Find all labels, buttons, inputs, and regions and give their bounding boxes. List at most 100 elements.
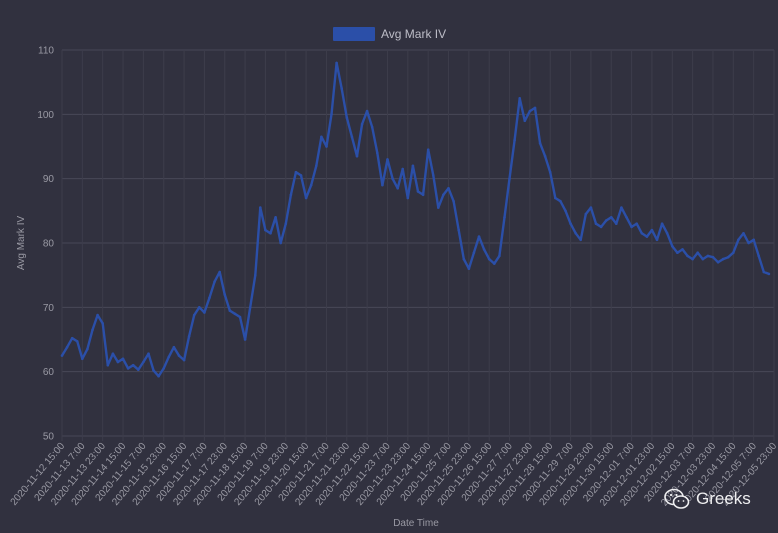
data-point[interactable] — [269, 232, 272, 235]
data-point[interactable] — [594, 222, 598, 225]
data-point[interactable] — [564, 209, 567, 213]
data-point[interactable] — [101, 322, 104, 325]
data-point[interactable] — [767, 272, 771, 276]
data-point[interactable] — [299, 174, 303, 177]
data-point[interactable] — [660, 222, 664, 225]
data-point[interactable] — [498, 254, 501, 258]
legend[interactable]: Avg Mark IV — [333, 27, 446, 41]
data-point[interactable] — [462, 257, 466, 261]
data-point[interactable] — [569, 222, 572, 225]
data-point[interactable] — [493, 262, 496, 265]
data-point[interactable] — [157, 374, 160, 378]
data-point[interactable] — [345, 116, 349, 119]
data-point[interactable] — [523, 119, 527, 123]
data-point[interactable] — [737, 238, 740, 242]
data-point[interactable] — [686, 254, 689, 258]
data-point[interactable] — [238, 315, 242, 319]
data-point[interactable] — [228, 309, 232, 312]
data-point[interactable] — [665, 232, 669, 235]
data-point[interactable] — [533, 106, 537, 110]
data-point[interactable] — [716, 261, 720, 264]
data-point[interactable] — [650, 228, 654, 232]
data-point[interactable] — [482, 248, 486, 251]
data-point[interactable] — [254, 273, 257, 277]
data-point[interactable] — [223, 293, 226, 296]
data-point[interactable] — [757, 254, 760, 258]
data-point[interactable] — [350, 135, 354, 139]
data-point[interactable] — [447, 187, 450, 190]
data-point[interactable] — [421, 193, 425, 197]
data-point[interactable] — [65, 345, 69, 349]
data-point[interactable] — [726, 255, 730, 259]
data-point[interactable] — [467, 267, 471, 271]
data-point[interactable] — [432, 174, 435, 177]
data-point[interactable] — [396, 187, 400, 190]
data-point[interactable] — [604, 219, 608, 222]
series-line-avg-mark-iv[interactable] — [60, 61, 770, 378]
data-point[interactable] — [60, 354, 64, 357]
data-point[interactable] — [320, 135, 323, 139]
data-point[interactable] — [274, 216, 277, 219]
data-point[interactable] — [264, 228, 267, 232]
data-point[interactable] — [543, 154, 547, 158]
data-point[interactable] — [167, 355, 171, 359]
data-point[interactable] — [742, 232, 745, 235]
data-point[interactable] — [635, 222, 638, 225]
data-point[interactable] — [284, 222, 288, 225]
data-point[interactable] — [233, 312, 237, 316]
data-point[interactable] — [386, 158, 389, 161]
data-point[interactable] — [218, 270, 221, 274]
data-point[interactable] — [437, 206, 440, 209]
data-point[interactable] — [121, 357, 125, 361]
data-point[interactable] — [472, 251, 476, 254]
data-point[interactable] — [248, 306, 252, 309]
data-point[interactable] — [655, 238, 659, 242]
data-point[interactable] — [701, 257, 705, 261]
data-point[interactable] — [106, 363, 110, 367]
data-point[interactable] — [548, 170, 552, 174]
data-point[interactable] — [625, 216, 628, 219]
data-point[interactable] — [76, 340, 79, 343]
data-point[interactable] — [116, 360, 120, 364]
data-point[interactable] — [681, 248, 684, 251]
data-point[interactable] — [172, 345, 176, 349]
data-point[interactable] — [615, 222, 618, 225]
legend-label[interactable]: Avg Mark IV — [381, 27, 446, 41]
data-point[interactable] — [259, 206, 262, 209]
data-point[interactable] — [360, 122, 364, 126]
data-point[interactable] — [477, 235, 481, 238]
data-point[interactable] — [86, 347, 89, 351]
data-point[interactable] — [589, 206, 593, 209]
data-point[interactable] — [152, 369, 155, 372]
data-point[interactable] — [96, 313, 99, 317]
data-point[interactable] — [381, 183, 384, 187]
data-point[interactable] — [177, 354, 181, 357]
data-point[interactable] — [559, 199, 562, 203]
data-point[interactable] — [487, 257, 491, 261]
data-point[interactable] — [442, 193, 445, 197]
data-point[interactable] — [370, 125, 374, 129]
data-point[interactable] — [355, 154, 359, 158]
data-point[interactable] — [528, 109, 532, 113]
data-point[interactable] — [503, 216, 506, 219]
data-point[interactable] — [70, 336, 74, 340]
data-point[interactable] — [426, 148, 430, 151]
data-point[interactable] — [187, 335, 191, 338]
data-point[interactable] — [213, 280, 216, 283]
data-point[interactable] — [691, 257, 694, 261]
data-point[interactable] — [452, 199, 455, 203]
data-point[interactable] — [411, 164, 415, 168]
data-point[interactable] — [192, 313, 196, 317]
data-point[interactable] — [610, 216, 613, 219]
data-point[interactable] — [696, 251, 699, 254]
data-point[interactable] — [142, 360, 145, 364]
data-point[interactable] — [457, 228, 461, 232]
data-point[interactable] — [747, 241, 750, 245]
data-point[interactable] — [513, 138, 516, 142]
data-point[interactable] — [706, 254, 710, 258]
data-point[interactable] — [406, 196, 410, 200]
data-point[interactable] — [198, 306, 201, 309]
data-point[interactable] — [91, 328, 94, 332]
data-point[interactable] — [401, 167, 405, 171]
data-point[interactable] — [340, 87, 344, 90]
